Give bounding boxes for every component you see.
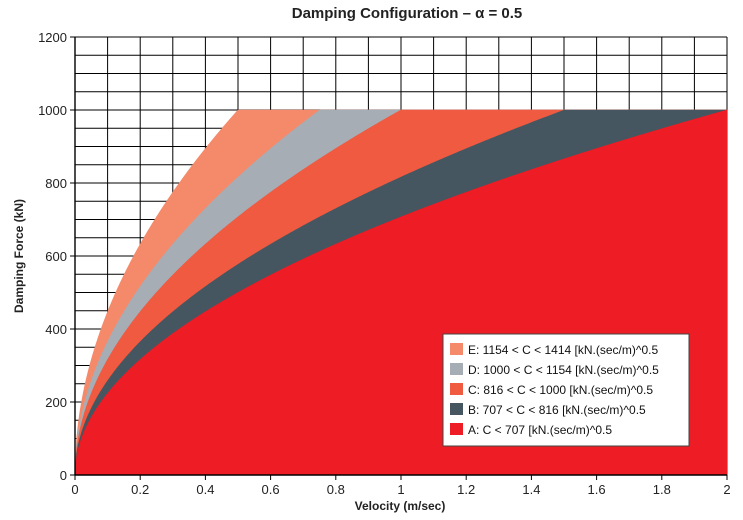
- x-tick-label: 1.2: [457, 482, 475, 497]
- x-axis-label: Velocity (m/sec): [355, 499, 446, 513]
- x-tick-label: 0.2: [131, 482, 149, 497]
- x-tick-label: 2: [723, 482, 730, 497]
- legend-entry: D: 1000 < C < 1154 [kN.(sec/m)^0.5: [468, 363, 659, 377]
- legend-entry: A: C < 707 [kN.(sec/m)^0.5: [468, 423, 612, 437]
- y-tick-label: 800: [45, 176, 67, 191]
- x-tick-label: 0.6: [262, 482, 280, 497]
- x-tick-label: 1.8: [653, 482, 671, 497]
- x-tick-label: 0: [71, 482, 78, 497]
- legend-swatch: [450, 423, 463, 435]
- x-tick-label: 0.8: [327, 482, 345, 497]
- chart-title: Damping Configuration – α = 0.5: [292, 5, 523, 22]
- y-tick-label: 0: [60, 468, 67, 483]
- legend-entry: C: 816 < C < 1000 [kN.(sec/m)^0.5: [468, 383, 653, 397]
- x-tick-label: 0.4: [196, 482, 214, 497]
- y-tick-label: 200: [45, 395, 67, 410]
- legend-swatch: [450, 343, 463, 355]
- x-tick-label: 1.6: [588, 482, 606, 497]
- legend-entry: E: 1154 < C < 1414 [kN.(sec/m)^0.5: [468, 343, 658, 357]
- legend-entry: B: 707 < C < 816 [kN.(sec/m)^0.5: [468, 403, 646, 417]
- legend-swatch: [450, 363, 463, 375]
- tick-labels: 0 0.2 0.4 0.6 0.8 1 1.2 1.4 1.6 1.8 2 0 200 400 600 800…: [38, 30, 731, 497]
- x-tick-label: 1: [397, 482, 404, 497]
- y-tick-label: 1000: [38, 103, 67, 118]
- legend-swatch: [450, 383, 463, 395]
- legend-box: [442, 333, 690, 447]
- y-tick-label: 1200: [38, 30, 67, 45]
- y-tick-label: 600: [45, 249, 67, 264]
- legend-swatch: [450, 403, 463, 415]
- y-tick-label: 400: [45, 322, 67, 337]
- x-tick-label: 1.4: [522, 482, 540, 497]
- legend: E: 1154 < C < 1414 [kN.(sec/m)^0.5 D: 100…: [442, 333, 690, 447]
- y-axis-label: Damping Force (kN): [12, 199, 26, 313]
